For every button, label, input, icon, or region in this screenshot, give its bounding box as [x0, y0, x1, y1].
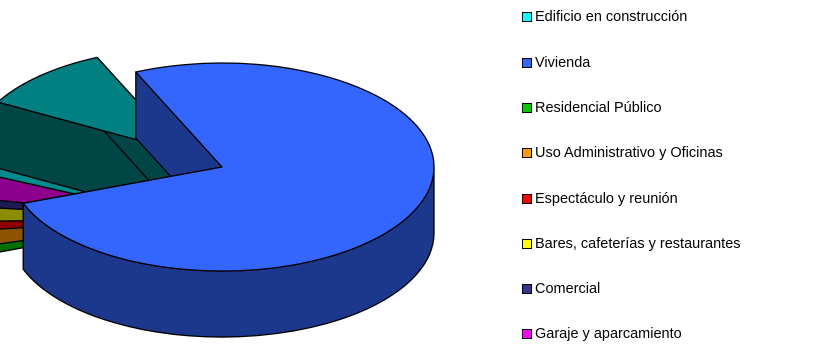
legend-label: Garaje y aparcamiento: [535, 326, 682, 342]
legend-swatch-garaje-y-aparcamiento: [522, 329, 532, 339]
legend-label: Vivienda: [535, 55, 591, 71]
legend-label: Uso Administrativo y Oficinas: [535, 145, 723, 161]
legend-item-residencial-publico: Residencial Público: [522, 98, 662, 118]
legend-item-espectaculo-y-reunion: Espectáculo y reunión: [522, 189, 678, 209]
legend-swatch-vivienda: [522, 58, 532, 68]
legend-swatch-bares: [522, 239, 532, 249]
legend-swatch-comercial: [522, 284, 532, 294]
legend-swatch-uso-administrativo: [522, 148, 532, 158]
legend-label: Comercial: [535, 281, 601, 297]
legend-label: Espectáculo y reunión: [535, 191, 678, 207]
pie-chart-plot: [0, 56, 435, 338]
legend-label: Edificio en construcción: [535, 9, 688, 25]
legend-item-garaje-y-aparcamiento: Garaje y aparcamiento: [522, 324, 682, 344]
legend-swatch-espectaculo-y-reunion: [522, 194, 532, 204]
pie-tops: [0, 56, 435, 338]
pie-slice-top-vivienda: [22, 62, 435, 272]
legend-item-edificio-en-construccion: Edificio en construcción: [522, 7, 687, 27]
legend-swatch-residencial-publico: [522, 103, 532, 113]
legend-item-bares: Bares, cafeterías y restaurantes: [522, 234, 741, 254]
legend-swatch-edificio-en-construccion: [522, 12, 532, 22]
legend-item-vivienda: Vivienda: [522, 53, 590, 73]
legend-item-uso-administrativo: Uso Administrativo y Oficinas: [522, 143, 723, 163]
chart-legend: Edificio en construcción Vivienda Reside…: [522, 0, 819, 344]
legend-label: Residencial Público: [535, 100, 662, 116]
pie-slice-vivienda: [22, 62, 435, 338]
legend-item-comercial: Comercial: [522, 279, 600, 299]
legend-label: Bares, cafeterías y restaurantes: [535, 236, 741, 252]
